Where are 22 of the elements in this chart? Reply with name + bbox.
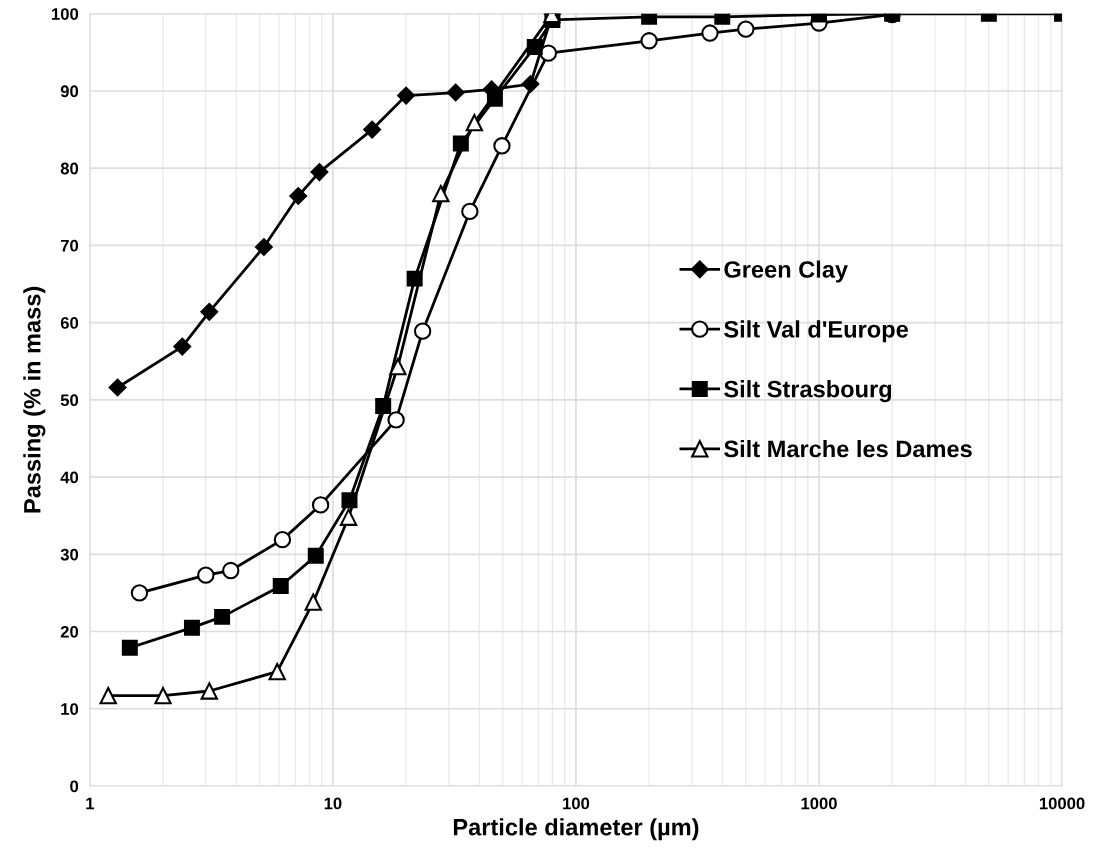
legend-label: Silt Strasbourg <box>724 380 892 403</box>
x-tick-label: 1000 <box>801 797 837 810</box>
y-tick-label: 80 <box>60 162 79 175</box>
y-tick-label: 100 <box>52 8 79 20</box>
x-tick-label: 10 <box>324 797 342 810</box>
y-tick-label: 0 <box>70 780 79 793</box>
x-tick-label: 10000 <box>1039 797 1085 810</box>
y-tick-label: 10 <box>61 703 79 715</box>
y-tick-label: 70 <box>60 239 79 252</box>
legend-label: Silt Val d'Europe <box>724 320 908 343</box>
y-axis-title: Passing (% in mass) <box>23 286 46 513</box>
legend-label: Silt Marche les Dames <box>724 439 972 458</box>
x-axis-title: Particle diameter (µm) <box>453 818 699 841</box>
y-tick-label: 40 <box>60 471 79 484</box>
y-tick-label: 60 <box>60 317 79 329</box>
y-tick-label: 90 <box>60 85 79 98</box>
y-tick-label: 50 <box>60 394 79 407</box>
y-tick-label: 30 <box>60 548 79 561</box>
x-tick-label: 1 <box>86 797 95 810</box>
y-tick-label: 20 <box>60 625 79 638</box>
x-tick-label: 100 <box>563 797 590 810</box>
legend-label: Green Clay <box>724 260 848 283</box>
